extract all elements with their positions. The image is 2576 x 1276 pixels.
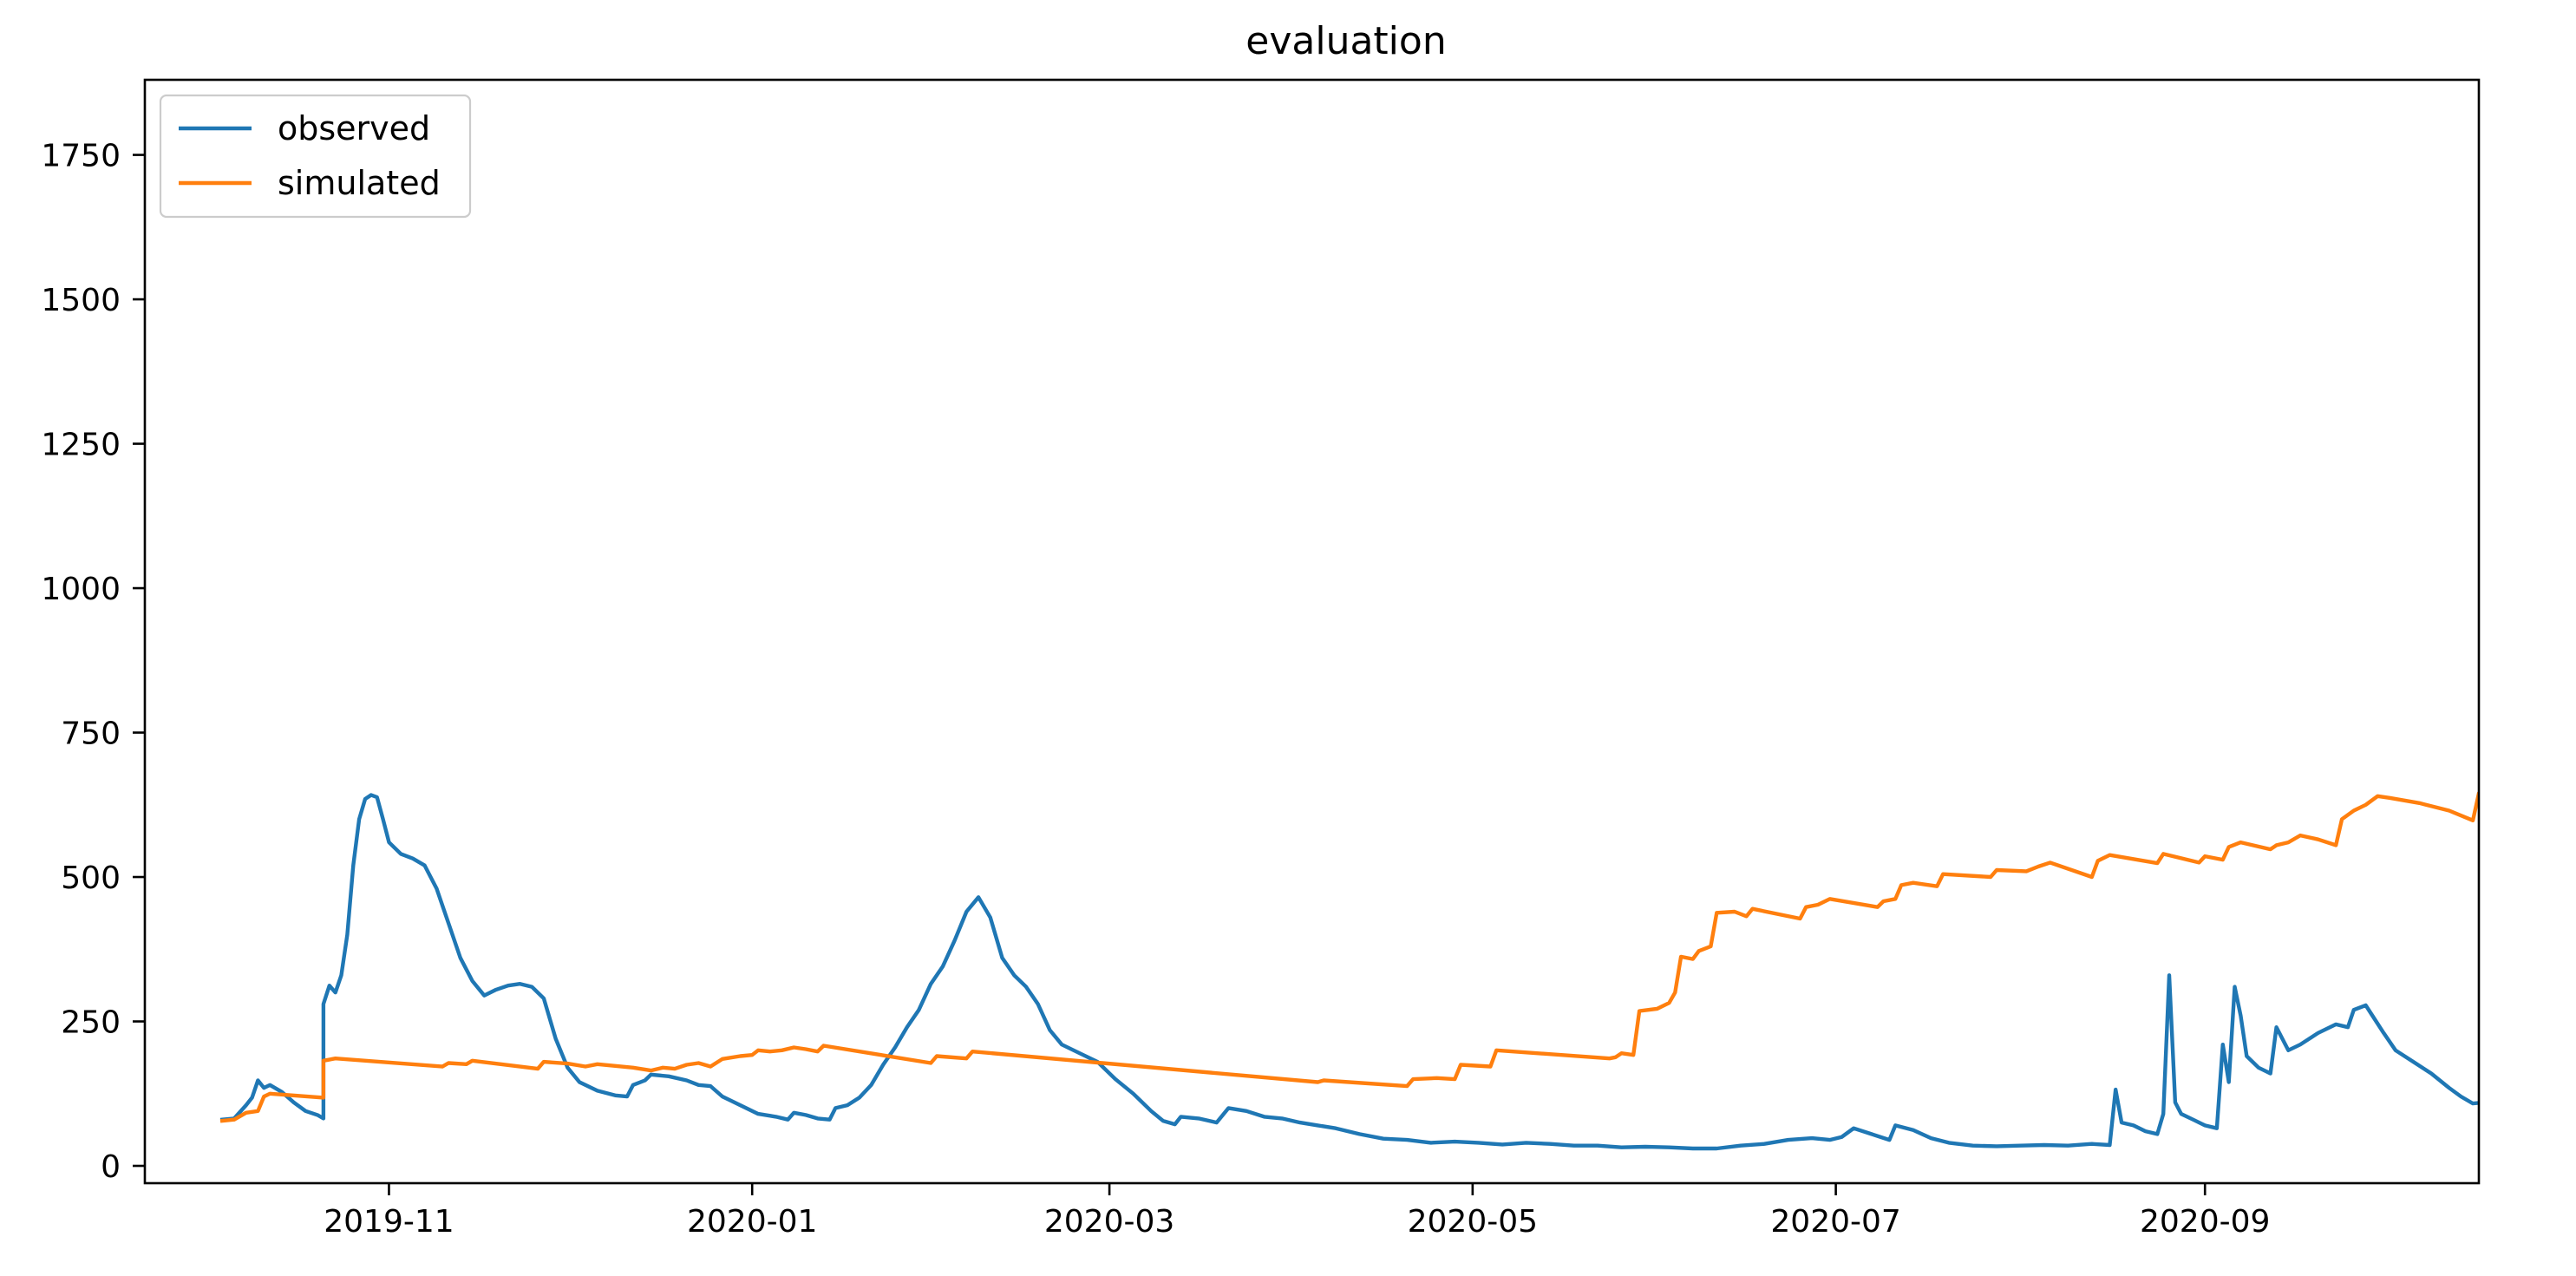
y-tick-label: 1750 [41,139,121,174]
x-tick-label: 2020-05 [1408,1204,1538,1240]
y-tick-label: 1500 [41,283,121,318]
legend-label-simulated: simulated [278,164,441,202]
x-tick-label: 2020-01 [687,1204,817,1240]
legend: observed simulated [160,95,470,217]
y-tick-label: 750 [61,717,121,752]
x-tick-label: 2019-11 [324,1204,454,1240]
y-tick-label: 250 [61,1005,121,1041]
chart-title: evaluation [1246,19,1446,63]
x-tick-label: 2020-03 [1044,1204,1174,1240]
y-tick-label: 500 [61,860,121,896]
legend-label-observed: observed [278,109,430,147]
y-tick-label: 1000 [41,572,121,607]
y-tick-label: 1250 [41,428,121,463]
x-tick-label: 2020-07 [1770,1204,1900,1240]
y-tick-label: 0 [101,1149,121,1185]
x-tick-label: 2020-09 [2140,1204,2270,1240]
